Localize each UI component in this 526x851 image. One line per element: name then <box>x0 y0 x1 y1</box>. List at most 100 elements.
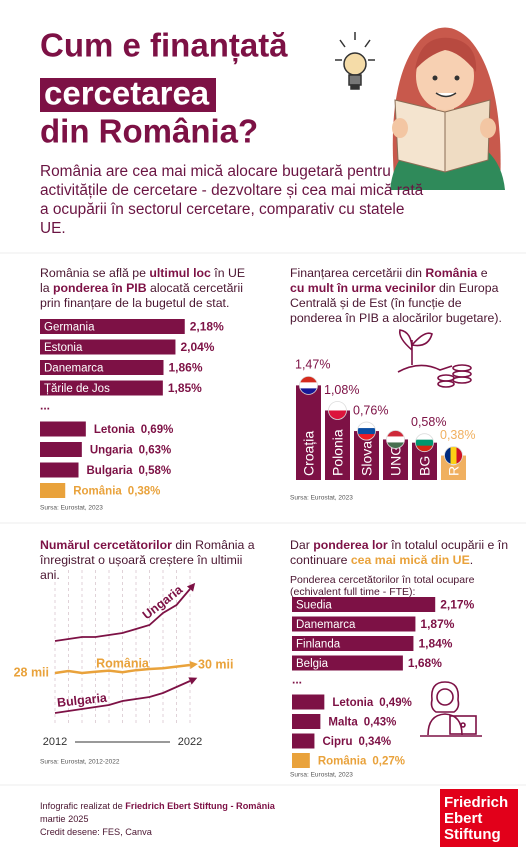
text-segment: cea mai mică din UE <box>350 553 470 567</box>
category-label: BG <box>417 456 433 476</box>
text-segment: din Europa Centrală și de Est (în funcți… <box>290 281 502 325</box>
text-segment: Friedrich Ebert Stiftung - România <box>125 801 275 811</box>
date: martie 2025 <box>40 814 89 824</box>
flag-stripe <box>386 442 405 449</box>
title-line: cercetarea <box>44 75 210 112</box>
flag-stripe <box>386 436 405 443</box>
line <box>54 588 191 642</box>
plant-coins-icon <box>397 329 472 388</box>
chart-description: România se află pe ultimul loc în UE la … <box>40 266 258 311</box>
title-highlight <box>40 78 216 112</box>
flag <box>299 376 318 395</box>
flag-stripe <box>386 430 405 437</box>
flag-ring <box>357 421 376 441</box>
chart-description: Finanțarea cercetării din România e cu m… <box>290 266 505 326</box>
flag-ring <box>386 430 405 449</box>
logo-text: Ebert <box>444 810 482 827</box>
bar <box>325 410 350 480</box>
logo-text: Friedrich <box>444 794 508 811</box>
value-label: 1,87% <box>420 617 454 631</box>
drawings-credit: Credit desene: FES, Canva <box>40 827 152 837</box>
flag-ring <box>444 446 463 465</box>
text-segment: Numărul cercetătorilor <box>40 538 172 552</box>
bar-label: România 0,38% <box>73 486 160 498</box>
flag-stripe <box>450 446 457 465</box>
flag <box>357 422 376 441</box>
source: Sursa: Eurostat, 2012-2022 <box>40 759 120 766</box>
text-segment: Infografic realizat de <box>40 801 126 811</box>
text-segment: Finanțarea cercetării din <box>290 266 426 280</box>
flag-stripe <box>415 433 434 441</box>
value-label: 0,38% <box>128 486 161 498</box>
woman-illustration <box>390 27 505 190</box>
text-segment: . <box>469 553 474 567</box>
intro: România are cea mai mică alocare bugetar… <box>40 163 424 237</box>
chart-description: Dar ponderea lor în totalul ocupării e î… <box>290 538 512 568</box>
title-line: Cum e finanțată <box>40 27 288 65</box>
flag-stripe <box>328 401 347 411</box>
series-label: Bulgaria <box>56 691 108 710</box>
text-segment: România <box>425 266 478 280</box>
value-label: 1,85% <box>168 381 202 395</box>
category-label: Ungaria <box>90 445 133 457</box>
flag-stripe <box>357 428 376 435</box>
x-tick-label: 2022 <box>178 736 202 748</box>
chart-description: Numărul cercetătorilor din România a înr… <box>40 538 262 583</box>
flag-ring <box>328 401 347 420</box>
value-label: 1,68% <box>408 656 442 670</box>
bar-label: Letonia 0,49% <box>332 697 412 709</box>
bar-label: Bulgaria 0,58% <box>87 465 172 477</box>
value-label: 0,69% <box>141 424 174 436</box>
line-arrowhead <box>186 582 196 592</box>
source: Sursa: Eurostat, 2023 <box>40 505 103 512</box>
line-arrowhead <box>188 677 198 685</box>
logo-text: Stiftung <box>444 826 501 843</box>
source: Sursa: Eurostat, 2023 <box>290 495 353 502</box>
text-segment: din România a înregistrat o ușoară creșt… <box>40 538 255 582</box>
value-label: 0,34% <box>358 736 391 748</box>
bar <box>40 319 185 334</box>
category-label: Danemarca <box>296 619 356 631</box>
category-label: România <box>318 756 367 768</box>
line <box>54 663 191 675</box>
flag-ring <box>299 375 318 395</box>
bar-label: Malta 0,43% <box>328 717 396 729</box>
flag <box>328 401 347 420</box>
footer: Infografic realizat de Friedrich Ebert S… <box>40 800 420 839</box>
bar <box>40 421 86 437</box>
bar <box>292 636 414 651</box>
bar <box>292 694 325 710</box>
text-segment: e <box>477 266 488 280</box>
value-label: 2,18% <box>190 320 224 334</box>
category-label: Cipru <box>322 736 352 748</box>
text-segment: ponderea lor <box>313 538 388 552</box>
bar <box>292 714 321 729</box>
category-label: Estonia <box>44 342 83 354</box>
logo-box <box>440 789 518 847</box>
category-label: Malta <box>328 717 358 729</box>
text-segment: alocată cercetării prin finanțare de la … <box>40 281 243 310</box>
flag-stripe <box>357 422 376 429</box>
value-label: 1,47% <box>295 358 330 372</box>
value-label: 1,08% <box>324 383 359 397</box>
text-segment: Dar <box>290 538 314 552</box>
category-label: Danemarca <box>44 363 104 375</box>
text-segment: în totalul ocupării e în continuare <box>290 538 509 567</box>
bar <box>40 462 79 478</box>
text-segment: cu mult în urma vecinilor <box>290 281 436 295</box>
value-label: 0,43% <box>364 717 397 729</box>
category-label: UNG <box>388 445 404 476</box>
category-label: ... <box>40 399 50 413</box>
flag-stripe <box>415 439 434 447</box>
flag-stripe <box>299 382 318 389</box>
flag-stripe <box>456 446 463 465</box>
source: Sursa: Eurostat, 2023 <box>290 772 353 779</box>
category-label: Letonia <box>332 697 373 709</box>
text-segment: ultimul loc <box>149 266 211 280</box>
line <box>54 680 191 714</box>
value-label: 0,58% <box>139 465 172 477</box>
value-label: 0,38% <box>440 428 475 442</box>
lightbulb-illustration <box>335 32 375 90</box>
